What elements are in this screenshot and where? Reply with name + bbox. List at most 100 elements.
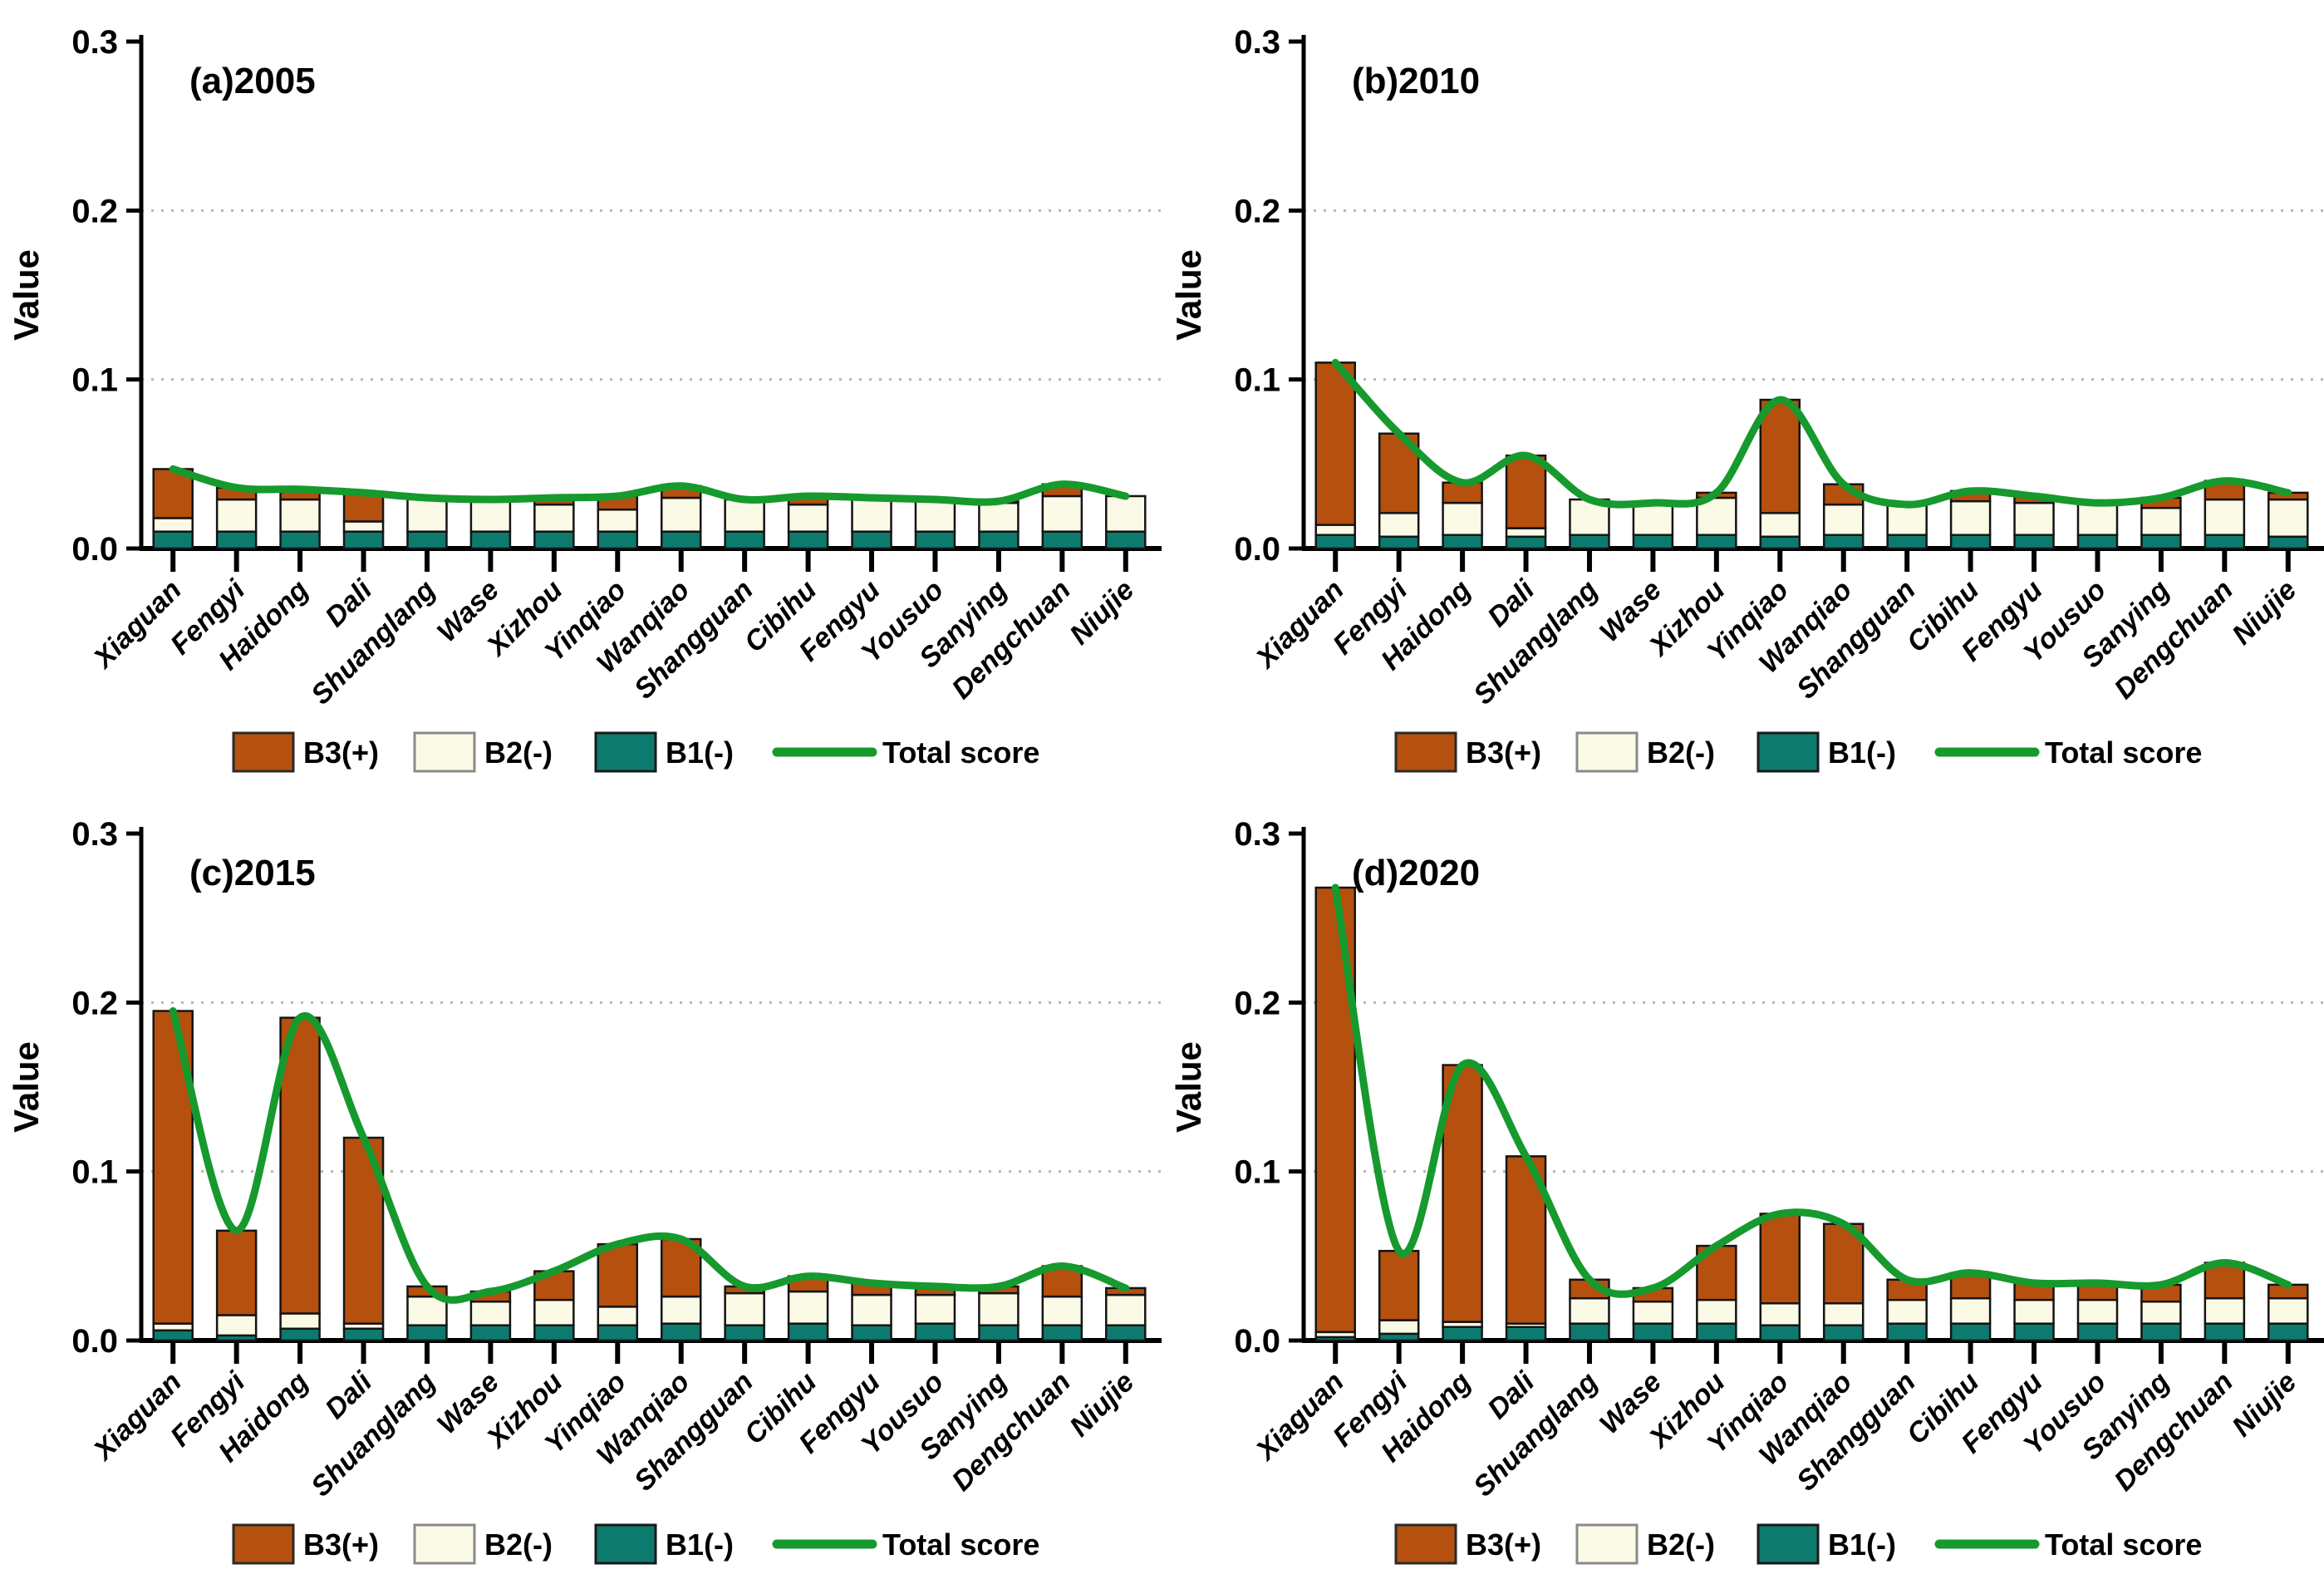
- bar-segment-B1: [1041, 1324, 1083, 1342]
- bar-segment-B2: [152, 517, 194, 533]
- bar-segment-B1: [215, 530, 258, 550]
- bar-segment-B3: [1822, 1222, 1865, 1305]
- bar-cibihu: [787, 1275, 829, 1342]
- bar-segment-B1: [978, 530, 1020, 550]
- bar-segment-B2: [851, 1293, 892, 1326]
- bar-segment-B1: [787, 530, 829, 550]
- bar-segment-B2: [2076, 1298, 2119, 1325]
- bar-wanqiao: [660, 485, 702, 550]
- bar-segment-B2: [978, 501, 1020, 533]
- bar-xizhou: [1696, 1244, 1737, 1342]
- bar-segment-B1: [724, 1324, 765, 1342]
- bar-niujie: [2267, 491, 2309, 550]
- bar-segment-B1: [406, 1324, 448, 1342]
- x-tick-label-niujie: Niujie: [1064, 1366, 1140, 1443]
- bar-segment-B2: [1696, 1298, 1737, 1325]
- bar-segment-B1: [1632, 534, 1674, 550]
- panel-title: (b)2010: [1352, 61, 1480, 101]
- legend: B3(+) B2(-) B1(-) Total score: [232, 1523, 1039, 1565]
- bar-segment-B2: [660, 1295, 702, 1325]
- bar-segment-B1: [469, 530, 512, 550]
- bar-segment-B1: [1442, 534, 1483, 550]
- legend-label: B3(+): [1466, 1527, 1541, 1562]
- y-tick-label: 0.0: [71, 1323, 118, 1360]
- x-tick-label-xiaguan: Xiaguan: [86, 574, 188, 676]
- y-tick-label: 0.3: [1234, 24, 1280, 61]
- bar-segment-B2: [406, 496, 448, 533]
- legend-swatch-b2: [413, 1523, 476, 1565]
- bar-segment-B1: [660, 1322, 702, 1342]
- bar-wase: [469, 1290, 512, 1342]
- bar-segment-B3: [342, 491, 385, 523]
- bar-segment-B1: [1949, 534, 1992, 550]
- bar-fengyi: [215, 486, 258, 550]
- legend-swatch-b1: [1757, 731, 1820, 773]
- legend-label: Total score: [882, 735, 1039, 770]
- bar-segment-B1: [2267, 535, 2309, 550]
- y-tick-label: 0.0: [1234, 1323, 1280, 1360]
- bar-fengyu: [2013, 1281, 2055, 1342]
- bar-segment-B2: [660, 496, 702, 533]
- y-tick-label: 0.0: [71, 531, 118, 568]
- legend: B3(+) B2(-) B1(-) Total score: [1394, 1523, 2202, 1565]
- bar-segment-B2: [787, 1290, 829, 1325]
- bar-segment-B2: [1949, 499, 1992, 536]
- bar-sanying: [2140, 496, 2182, 550]
- bar-segment-B1: [1569, 534, 1610, 550]
- bar-segment-B2: [2013, 1298, 2055, 1325]
- bar-segment-B1: [1759, 1324, 1801, 1342]
- bar-segment-B1: [469, 1324, 512, 1342]
- legend-label: B1(-): [1828, 735, 1896, 770]
- bar-yinqiao: [597, 1242, 639, 1342]
- bar-segment-B1: [342, 530, 385, 550]
- total-score-line: [169, 465, 1130, 506]
- bar-haidong: [279, 488, 321, 550]
- bar-segment-B1: [1378, 535, 1420, 550]
- bar-xiaguan: [152, 468, 194, 550]
- bar-segment-B2: [1632, 501, 1674, 536]
- bar-segment-B1: [2076, 534, 2119, 550]
- legend-label: B3(+): [1466, 735, 1541, 770]
- bar-niujie: [1105, 1286, 1147, 1342]
- panel-title: (c)2015: [189, 853, 316, 893]
- bar-wase: [469, 498, 512, 550]
- panel-title: (d)2020: [1352, 853, 1480, 893]
- bar-segment-B1: [152, 1329, 194, 1342]
- bar-segment-B1: [1314, 534, 1356, 550]
- bar-segment-B1: [1105, 1324, 1147, 1342]
- bar-segment-B2: [1949, 1296, 1992, 1325]
- bar-xizhou: [533, 1270, 575, 1342]
- bar-segment-B2: [533, 1298, 575, 1326]
- bar-segment-B1: [1949, 1322, 1992, 1342]
- bar-segment-B3: [660, 1237, 702, 1298]
- bar-segment-B2: [1886, 503, 1928, 536]
- bar-segment-B1: [342, 1327, 385, 1342]
- bar-segment-B1: [1822, 1324, 1865, 1342]
- bar-dali: [342, 491, 385, 550]
- bar-segment-B2: [2204, 498, 2246, 536]
- bar-segment-B1: [787, 1322, 829, 1342]
- bar-segment-B2: [406, 1295, 448, 1326]
- bar-segment-B2: [724, 1291, 765, 1326]
- y-tick-label: 0.0: [1234, 531, 1280, 568]
- legend-label: B2(-): [1647, 735, 1715, 770]
- bar-segment-B1: [724, 530, 765, 550]
- bar-yousuo: [2076, 501, 2119, 550]
- y-tick-label: 0.1: [71, 362, 118, 399]
- bar-wanqiao: [1822, 1222, 1865, 1342]
- panel-title: (a)2005: [189, 61, 316, 101]
- total-score-line: [1331, 883, 2292, 1298]
- legend-label: B3(+): [303, 1527, 379, 1562]
- y-tick-label: 0.2: [1234, 985, 1280, 1021]
- bar-segment-B1: [2140, 534, 2182, 550]
- y-axis-title: Value: [1169, 1041, 1208, 1133]
- bar-segment-B2: [1822, 1302, 1865, 1326]
- bar-fengyi: [1378, 432, 1420, 550]
- bar-segment-B1: [1886, 534, 1928, 550]
- bar-yousuo: [914, 498, 956, 550]
- bar-fengyu: [2013, 494, 2055, 550]
- legend-label: Total score: [2045, 735, 2202, 770]
